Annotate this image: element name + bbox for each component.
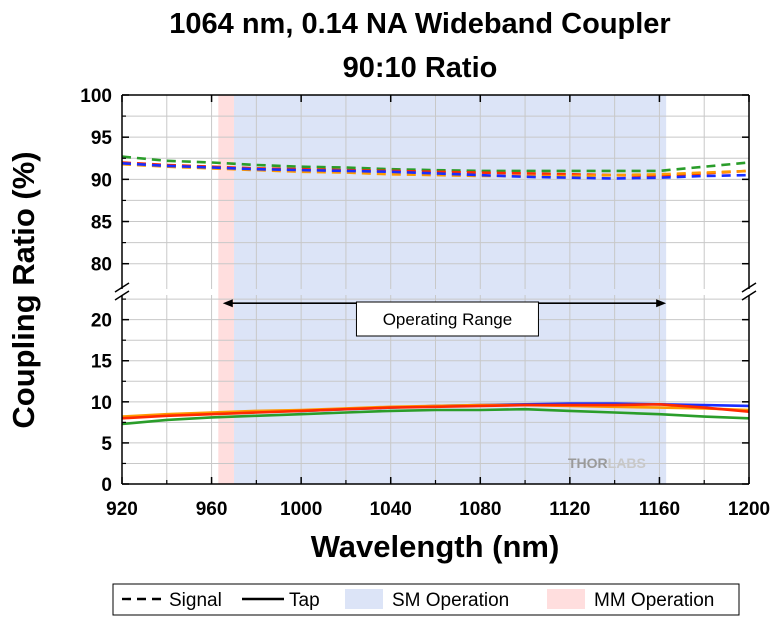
axis-break-mark — [741, 290, 757, 301]
data-series — [121, 155, 750, 426]
legend: Signal Tap SM Operation MM Operation — [112, 583, 740, 616]
axis-break-mark — [114, 282, 130, 293]
operation-regions — [218, 95, 667, 484]
x-tick-label: 1040 — [370, 499, 412, 520]
x-tick-label: 960 — [196, 499, 228, 520]
y-tick-label: 85 — [91, 213, 113, 234]
y-tick-label: 10 — [91, 393, 112, 414]
y-tick-label: 15 — [91, 352, 113, 373]
axis-ticks: 920 960 1000 1040 1080 1120 1160 12001009590858… — [80, 86, 770, 520]
operating-range-box — [355, 301, 539, 337]
x-tick-label: 920 — [106, 499, 138, 520]
operating-range-label: Operating Range — [383, 310, 512, 329]
arrowhead-right — [656, 299, 667, 308]
legend-label-mm-operation: MM Operation — [594, 590, 714, 611]
axis-break-mark — [114, 290, 130, 301]
legend-box — [112, 583, 740, 616]
mm-operation-region — [218, 95, 234, 484]
y-tick-label: 80 — [91, 255, 112, 276]
legend-label-signal: Signal — [169, 590, 222, 611]
chart-subtitle: 90:10 Ratio — [343, 52, 498, 84]
y-tick-label: 100 — [80, 86, 112, 107]
sm-operation-region — [233, 95, 667, 484]
operating-range-annotation: THORLABS Operating Range — [222, 299, 667, 471]
legend-swatch-sm-operation — [345, 589, 383, 609]
x-tick-label: 1120 — [549, 499, 590, 520]
y-tick-label: 95 — [91, 128, 113, 149]
thorlabs-watermark: THORLABS — [568, 455, 646, 471]
x-tick-label: 1160 — [639, 499, 680, 520]
axis-break-mark — [741, 282, 757, 293]
y-tick-label: 90 — [91, 170, 112, 191]
tap-series-line — [121, 402, 750, 420]
x-tick-label: 1000 — [280, 499, 322, 520]
arrowhead-left — [222, 299, 233, 308]
y-tick-label: 5 — [101, 434, 112, 455]
x-axis-label: Wavelength (nm) — [311, 529, 560, 564]
y-tick-label: 0 — [101, 475, 112, 496]
x-tick-label: 1080 — [459, 499, 501, 520]
tap-series-line — [121, 407, 750, 426]
legend-swatch-mm-operation — [547, 589, 585, 609]
chart-title: 1064 nm, 0.14 NA Wideband Coupler — [169, 8, 670, 40]
legend-label-tap: Tap — [289, 590, 320, 611]
y-tick-label: 20 — [91, 311, 112, 332]
x-tick-label: 1200 — [728, 499, 770, 520]
y-axis-label: Coupling Ratio (%) — [6, 151, 41, 428]
legend-label-sm-operation: SM Operation — [392, 590, 509, 611]
